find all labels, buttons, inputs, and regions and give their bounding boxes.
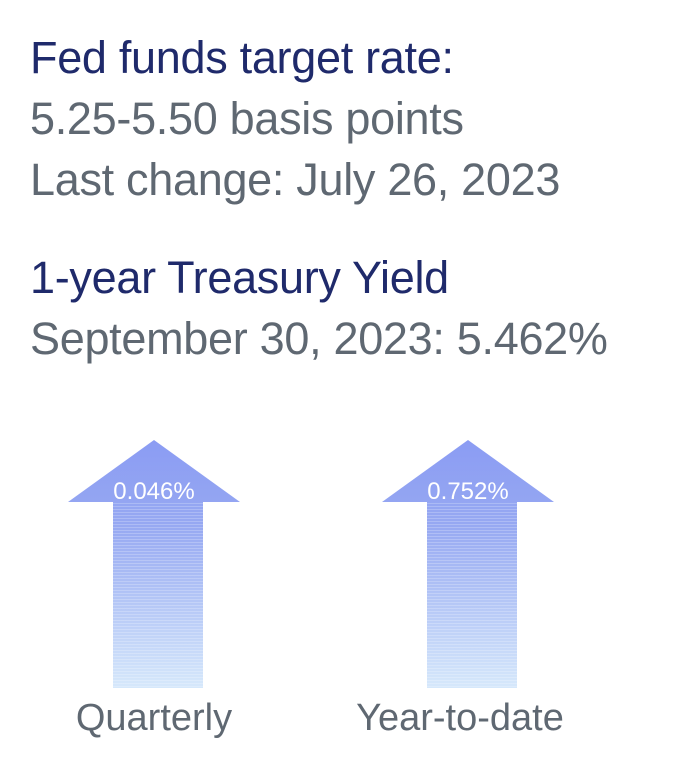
quarterly-value: 0.046% xyxy=(113,478,195,505)
fed-funds-last-change: Last change: July 26, 2023 xyxy=(30,154,561,205)
treasury-heading: 1-year Treasury Yield xyxy=(30,252,449,303)
quarterly-up-arrow-icon: 0.046% xyxy=(68,440,240,690)
quarterly-caption: Quarterly xyxy=(75,697,233,739)
ytd-arrow-shape xyxy=(382,440,554,688)
treasury-yield: September 30, 2023: 5.462% xyxy=(30,313,608,364)
ytd-caption: Year-to-date xyxy=(356,697,564,739)
ytd-value: 0.752% xyxy=(427,478,509,505)
fed-funds-heading: Fed funds target rate: xyxy=(30,32,454,83)
ytd-up-arrow-icon: 0.752% xyxy=(382,440,554,690)
quarterly-arrow-shape xyxy=(68,440,240,688)
fed-funds-rate: 5.25-5.50 basis points xyxy=(30,93,464,144)
